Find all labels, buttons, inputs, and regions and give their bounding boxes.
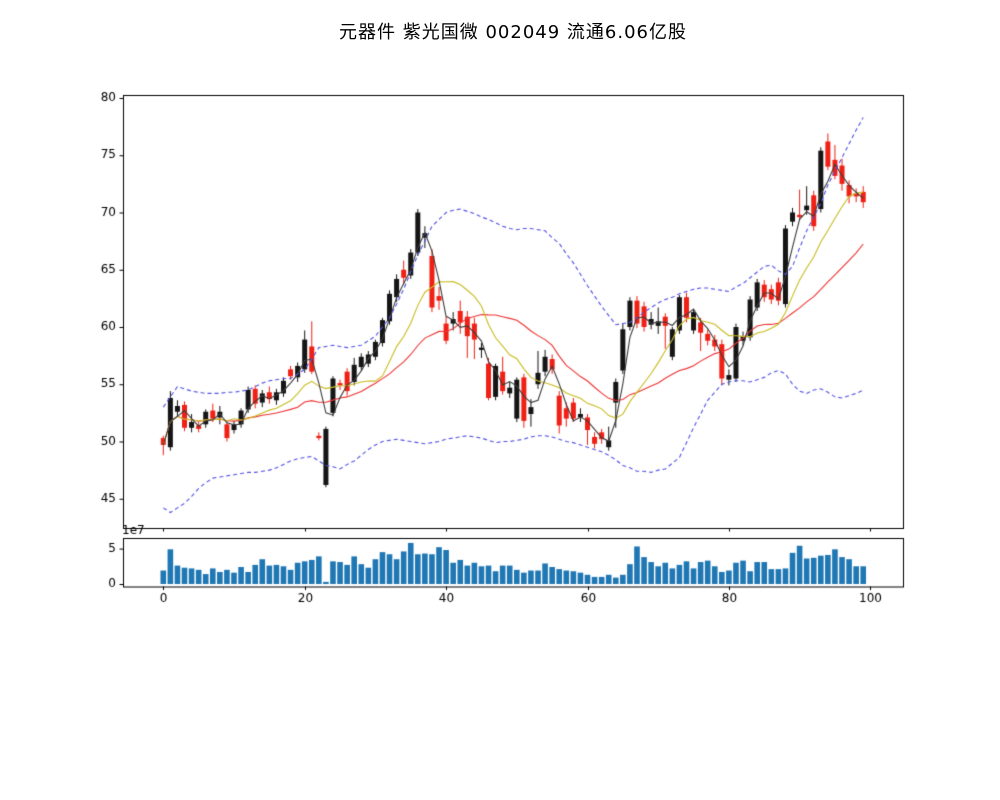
chart-title: 元器件 紫光国微 002049 流通6.06亿股 — [339, 22, 687, 43]
